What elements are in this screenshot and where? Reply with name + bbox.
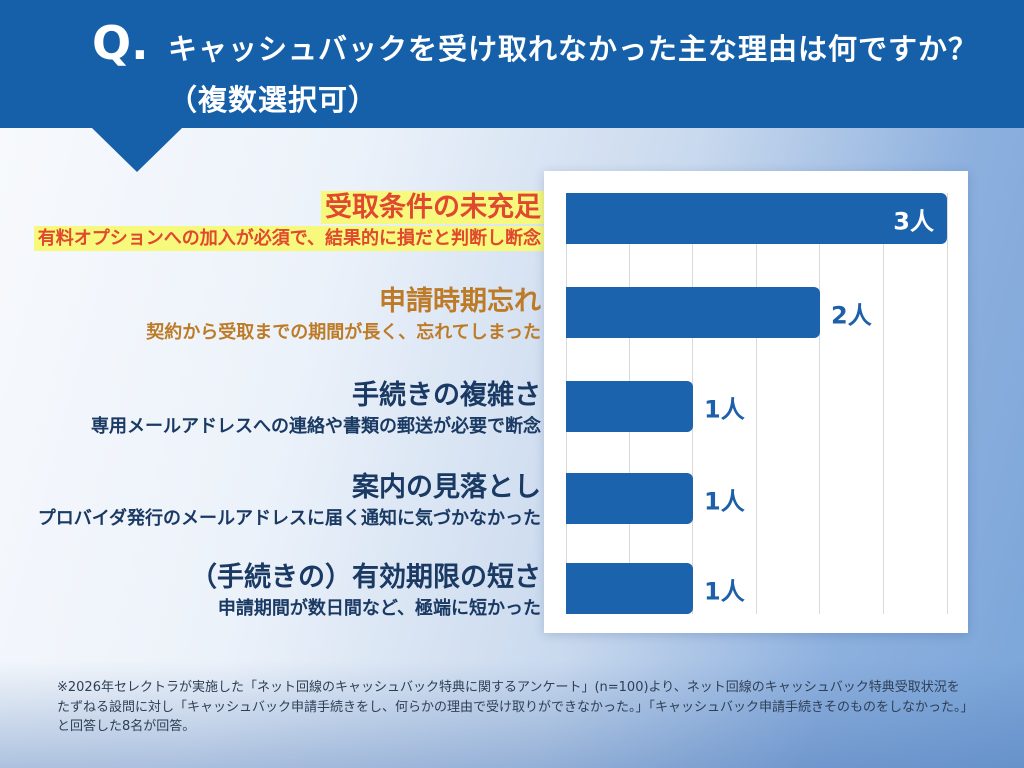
value-label: 1人 (704, 487, 745, 515)
category-description: 有料オプションへの加入が必須で、結果的に損だと判断し断念 (33, 226, 545, 251)
bar-row-4: 1人 (566, 563, 745, 614)
gridline (819, 193, 821, 614)
category-label-0: 受取条件の未充足 有料オプションへの加入が必須で、結果的に損だと判断し断念 (33, 191, 545, 251)
category-label-3: 案内の見落とし プロバイダ発行のメールアドレスに届く通知に気づかなかった (34, 471, 545, 531)
gridline (756, 193, 757, 614)
plot-area: 3人 2人 1人 1人 1人 (565, 171, 948, 633)
question-header: Q. キャッシュバックを受け取れなかった主な理由は何ですか？ （複数選択可） (0, 0, 1024, 128)
speech-bubble-pointer (92, 128, 182, 172)
category-title: 申請時期忘れ (379, 286, 541, 317)
category-label-4: （手続きの）有効期限の短さ 申請期間が数日間など、極端に短かった (186, 561, 545, 621)
category-label-2: 手続きの複雑さ 専用メールアドレスへの連絡や書類の郵送が必要で断念 (87, 379, 545, 439)
gridline (883, 193, 884, 614)
bar-row-0: 3人 (566, 193, 947, 244)
gridline (946, 193, 948, 614)
category-title: （手続きの）有効期限の短さ (190, 562, 541, 593)
question-title-line2: （複数選択可） (168, 83, 379, 117)
category-description: 契約から受取までの期間が長く、忘れてしまった (146, 322, 541, 343)
bar-row-3: 1人 (566, 473, 745, 524)
chart-panel: 3人 2人 1人 1人 1人 (544, 171, 968, 633)
category-description: 専用メールアドレスへの連絡や書類の郵送が必要で断念 (91, 416, 541, 437)
value-label: 1人 (704, 395, 745, 423)
question-title-line1: キャッシュバックを受け取れなかった主な理由は何ですか？ (168, 32, 979, 66)
category-title: 案内の見落とし (352, 472, 541, 503)
bar-row-1: 2人 (566, 287, 872, 338)
bar-row-2: 1人 (566, 381, 745, 432)
category-description: プロバイダ発行のメールアドレスに届く通知に気づかなかった (37, 508, 541, 529)
category-label-1: 申請時期忘れ 契約から受取までの期間が長く、忘れてしまった (142, 285, 545, 345)
category-description: 申請期間が数日間など、極端に短かった (217, 598, 541, 619)
footnote: ※2026年セレクトラが実施した「ネット回線のキャッシュバック特典に関するアンケ… (57, 680, 968, 734)
category-title: 受取条件の未充足 (34, 191, 545, 224)
question-title: キャッシュバックを受け取れなかった主な理由は何ですか？ （複数選択可） (168, 24, 978, 126)
value-label: 1人 (704, 577, 745, 605)
value-label: 3人 (893, 207, 934, 235)
q-label: Q. (92, 16, 149, 70)
value-label: 2人 (831, 301, 872, 329)
category-title: 手続きの複雑さ (352, 380, 541, 411)
